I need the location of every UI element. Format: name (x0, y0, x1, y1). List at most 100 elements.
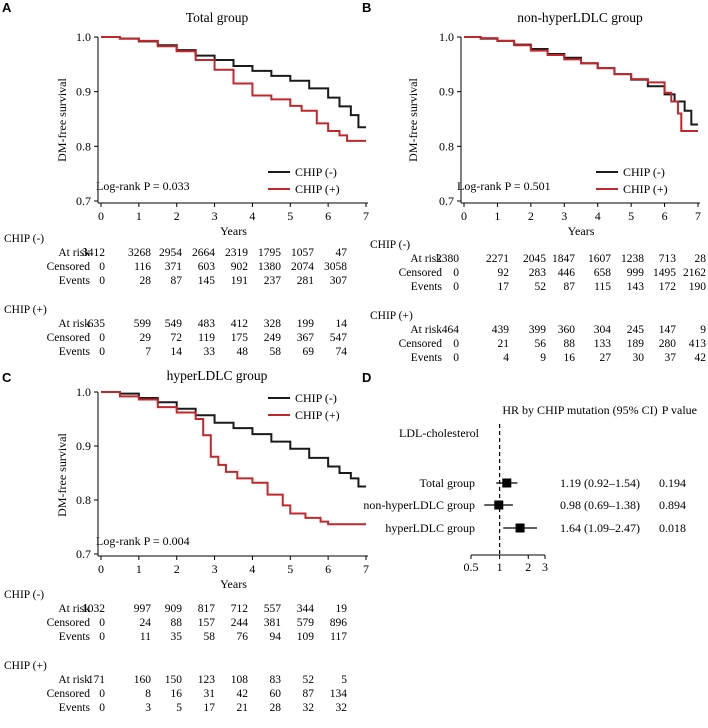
risk-row-label: At risk (410, 324, 442, 336)
survival-curve-chip-positive (101, 36, 366, 142)
risk-table-cell: 2664 (192, 247, 215, 259)
risk-row-label: Censored (399, 338, 443, 350)
risk-table-cell: 2045 (523, 253, 546, 265)
risk-table-cell: 171 (88, 674, 106, 686)
risk-table-cell: 134 (330, 688, 348, 700)
panel-letter: A (2, 0, 12, 15)
risk-table-cell: 658 (594, 267, 612, 279)
risk-table-cell: 399 (529, 324, 547, 336)
risk-table-cell: 579 (297, 617, 315, 629)
x-tick-label: 2 (528, 209, 534, 223)
risk-table-cell: 11 (140, 631, 151, 643)
forest-header: HR by CHIP mutation (95% CI) (502, 403, 657, 417)
chart-title: Total group (186, 10, 249, 25)
x-tick-label: 1 (136, 209, 142, 223)
risk-table-cell: 14 (171, 346, 183, 358)
risk-table-cell: 557 (264, 603, 282, 615)
risk-table-cell: 175 (231, 332, 249, 344)
y-axis-label: DM-free survival (55, 433, 69, 517)
x-tick-label: 7 (695, 209, 701, 223)
risk-table-cell: 123 (198, 674, 216, 686)
risk-table-cell: 1847 (552, 253, 575, 265)
risk-group-label: CHIP (-) (370, 239, 410, 251)
y-tick-label: 0.9 (76, 439, 91, 453)
risk-table-cell: 483 (198, 318, 216, 330)
risk-table-cell: 37 (665, 352, 677, 364)
risk-table-cell: 42 (695, 352, 707, 364)
legend-label: CHIP (+) (295, 408, 340, 422)
risk-table-cell: 3058 (324, 261, 347, 273)
risk-table-cell: 249 (264, 332, 282, 344)
risk-table-cell: 87 (171, 275, 183, 287)
risk-table-cell: 446 (558, 267, 576, 279)
y-tick-label: 0.9 (76, 85, 91, 99)
risk-table-cell: 83 (270, 674, 282, 686)
risk-table-cell: 119 (198, 332, 215, 344)
risk-group-label: CHIP (-) (4, 233, 44, 245)
risk-table-cell: 52 (535, 281, 547, 293)
risk-table-cell: 94 (270, 631, 282, 643)
risk-table-cell: 2380 (436, 253, 459, 265)
y-tick-label: 0.7 (76, 194, 91, 208)
risk-table-cell: 35 (171, 631, 183, 643)
risk-table-cell: 283 (529, 267, 547, 279)
legend-label: CHIP (-) (295, 391, 337, 405)
risk-table-cell: 0 (453, 267, 459, 279)
hr-ci-text: 1.19 (0.92–1.54) (560, 476, 640, 490)
risk-row-label: Events (59, 275, 91, 287)
risk-table-cell: 60 (270, 688, 282, 700)
x-tick-label: 7 (363, 562, 369, 576)
x-tick-label: 6 (325, 562, 331, 576)
risk-table-cell: 29 (140, 332, 152, 344)
x-axis-label: Years (568, 224, 595, 238)
risk-table-cell: 191 (231, 275, 249, 287)
risk-table-cell: 76 (237, 631, 249, 643)
risk-table-cell: 307 (330, 275, 348, 287)
y-tick-label: 1.0 (76, 30, 91, 44)
risk-table-cell: 464 (442, 324, 460, 336)
risk-table-cell: 14 (336, 318, 348, 330)
x-tick-label: 4 (595, 209, 601, 223)
x-tick-label: 4 (249, 209, 255, 223)
risk-table-cell: 1238 (621, 253, 644, 265)
risk-table-cell: 74 (336, 346, 348, 358)
risk-table-cell: 21 (498, 338, 510, 350)
risk-table-cell: 47 (336, 247, 348, 259)
risk-table-cell: 92 (498, 267, 510, 279)
panel-letter: D (362, 370, 371, 385)
hr-ci-text: 1.64 (1.09–2.47) (560, 521, 640, 535)
survival-curve-chip-negative (464, 36, 698, 126)
risk-group-label: CHIP (+) (4, 304, 47, 316)
risk-table-cell: 7 (145, 346, 151, 358)
forest-x-tick-label: 0.5 (464, 560, 479, 574)
x-tick-label: 6 (325, 209, 331, 223)
risk-table-cell: 1057 (291, 247, 314, 259)
y-tick-label: 0.7 (76, 547, 91, 561)
risk-table-cell: 199 (297, 318, 315, 330)
risk-table-cell: 28 (270, 702, 282, 714)
risk-row-label: Events (59, 631, 91, 643)
risk-table-cell: 48 (237, 346, 249, 358)
y-axis-label: DM-free survival (406, 78, 420, 162)
risk-table-cell: 17 (204, 702, 216, 714)
risk-table-cell: 3412 (82, 247, 105, 259)
risk-table-cell: 115 (594, 281, 611, 293)
risk-table-cell: 56 (535, 338, 547, 350)
risk-table-cell: 19 (336, 603, 348, 615)
risk-table-cell: 603 (198, 261, 216, 273)
y-tick-label: 0.8 (76, 139, 91, 153)
risk-table-cell: 16 (564, 352, 576, 364)
risk-table-cell: 4 (503, 352, 509, 364)
risk-table-cell: 88 (564, 338, 576, 350)
panel-letter: C (2, 370, 12, 385)
risk-table-cell: 42 (237, 688, 249, 700)
risk-table-cell: 5 (176, 702, 182, 714)
risk-table-cell: 0 (99, 688, 105, 700)
risk-table-cell: 157 (198, 617, 216, 629)
risk-table-cell: 328 (264, 318, 282, 330)
panel-letter: B (362, 0, 371, 15)
risk-table-cell: 281 (297, 275, 315, 287)
y-tick-label: 0.8 (76, 493, 91, 507)
risk-table-cell: 712 (231, 603, 249, 615)
risk-table-cell: 412 (231, 318, 249, 330)
